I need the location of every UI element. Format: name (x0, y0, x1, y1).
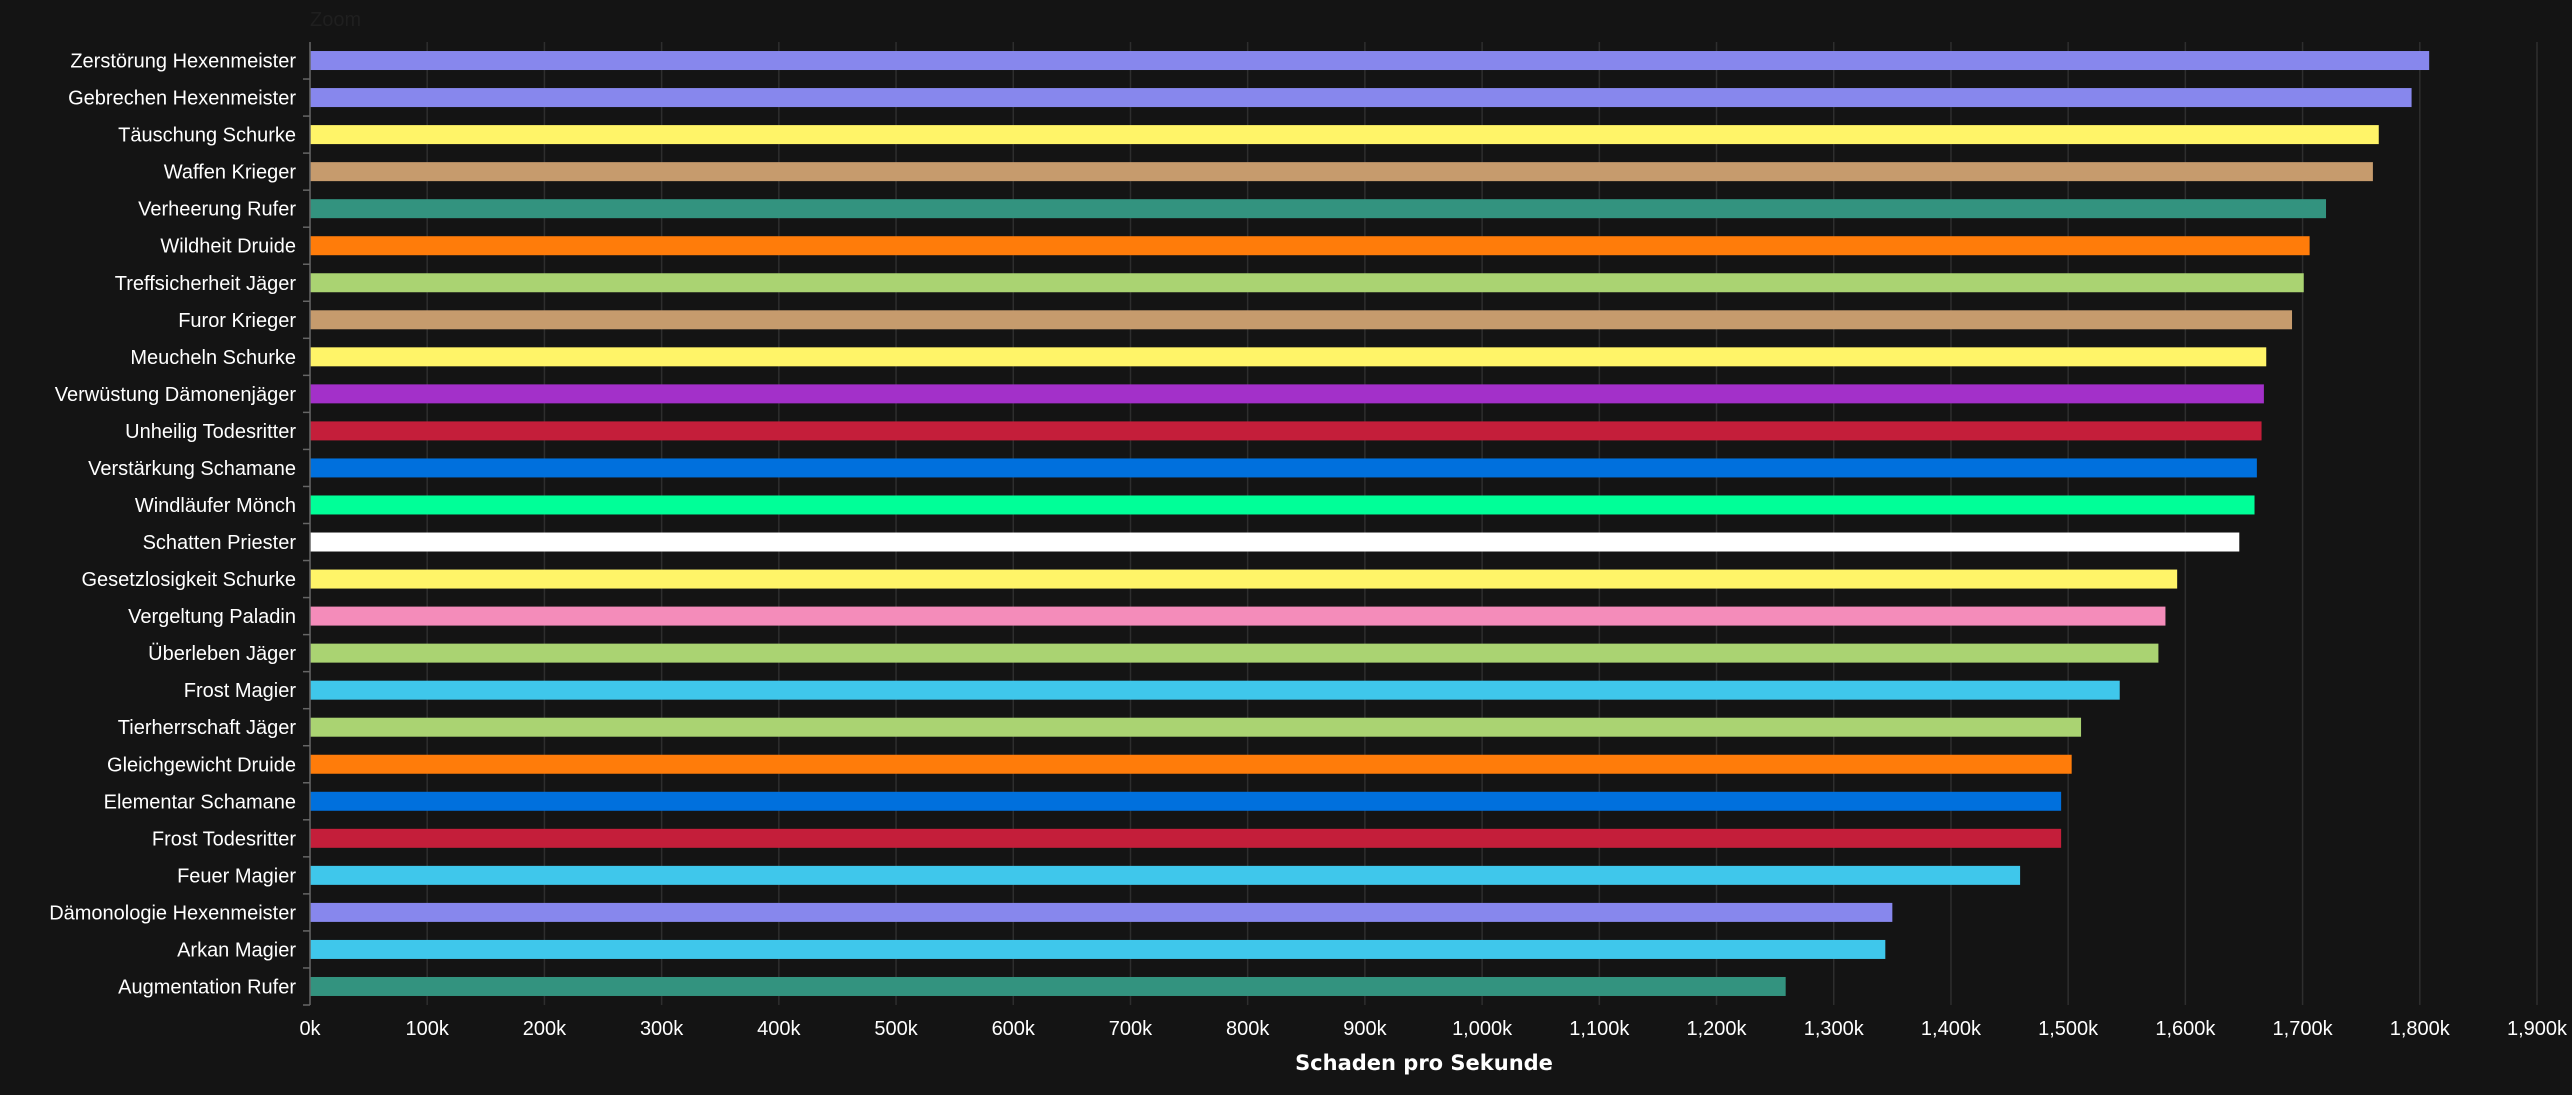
bars (310, 51, 2430, 996)
x-tick-label: 1,100k (1569, 1018, 1630, 1040)
category-label: Waffen Krieger (164, 162, 297, 184)
x-tick-label: 1,200k (1686, 1018, 1747, 1040)
x-tick-label: 900k (1343, 1018, 1387, 1040)
category-label: Furor Krieger (178, 310, 296, 332)
category-label: Vergeltung Paladin (128, 606, 296, 628)
bar[interactable] (310, 199, 2327, 219)
bar[interactable] (310, 902, 1893, 922)
bar[interactable] (310, 643, 2159, 663)
bar[interactable] (310, 162, 2373, 182)
bar[interactable] (310, 384, 2264, 404)
bar[interactable] (310, 569, 2178, 589)
x-tick-label: 800k (1226, 1018, 1270, 1040)
category-label: Unheilig Todesritter (125, 421, 296, 443)
x-tick-label: 300k (640, 1018, 684, 1040)
x-tick-label: 1,600k (2155, 1018, 2216, 1040)
x-tick-label: 700k (1109, 1018, 1153, 1040)
category-label: Verstärkung Schamane (88, 458, 296, 480)
bar[interactable] (310, 88, 2412, 108)
bar[interactable] (310, 606, 2166, 626)
bar[interactable] (310, 828, 2062, 848)
x-tick-label: 0k (299, 1018, 321, 1040)
category-label: Elementar Schamane (104, 791, 296, 813)
x-tick-label: 1,800k (2390, 1018, 2451, 1040)
category-label: Verwüstung Dämonenjäger (55, 384, 297, 406)
category-label: Wildheit Druide (160, 236, 296, 258)
bar[interactable] (310, 458, 2257, 478)
x-tick-label: 1,400k (1921, 1018, 1982, 1040)
x-tick-labels: 0k 100k 200k 300k 400k 500k 600k 700k 800k 900k 1,… (299, 1018, 2568, 1040)
category-label: Tierherrschaft Jäger (118, 717, 297, 739)
category-label: Gebrechen Hexenmeister (68, 88, 296, 110)
x-tick-label: 500k (874, 1018, 918, 1040)
x-tick-label: 1,000k (1452, 1018, 1513, 1040)
bar[interactable] (310, 125, 2379, 145)
x-tick-label: 1,700k (2273, 1018, 2334, 1040)
x-axis-title: Schaden pro Sekunde (1295, 1051, 1553, 1075)
category-label: Dämonologie Hexenmeister (49, 902, 296, 924)
bar[interactable] (310, 421, 2262, 441)
bar[interactable] (310, 754, 2072, 774)
bar[interactable] (310, 865, 2021, 885)
x-tick-label: 1,300k (1804, 1018, 1865, 1040)
bar[interactable] (310, 717, 2082, 737)
category-label: Feuer Magier (177, 865, 296, 887)
x-tick-label: 100k (406, 1018, 450, 1040)
x-tick-label: 1,900k (2507, 1018, 2568, 1040)
category-label: Überleben Jäger (148, 643, 296, 665)
bar[interactable] (310, 236, 2310, 256)
x-tick-label: 1,500k (2038, 1018, 2099, 1040)
category-label: Arkan Magier (177, 939, 296, 961)
bar[interactable] (310, 791, 2062, 811)
category-label: Gleichgewicht Druide (107, 754, 296, 776)
bar[interactable] (310, 310, 2293, 330)
category-label: Frost Todesritter (152, 828, 296, 850)
zoom-label[interactable]: Zoom (310, 9, 361, 31)
x-tick-label: 200k (523, 1018, 567, 1040)
bar[interactable] (310, 532, 2240, 552)
bar[interactable] (310, 273, 2304, 293)
bar[interactable] (310, 51, 2430, 71)
bar[interactable] (310, 680, 2120, 700)
category-label: Meucheln Schurke (130, 347, 296, 369)
bar[interactable] (310, 939, 1886, 959)
category-label: Gesetzlosigkeit Schurke (81, 569, 296, 591)
x-tick-label: 400k (757, 1018, 801, 1040)
bar[interactable] (310, 347, 2267, 367)
category-label: Täuschung Schurke (118, 125, 296, 147)
bar[interactable] (310, 976, 1786, 996)
bar[interactable] (310, 495, 2255, 515)
category-label: Augmentation Rufer (118, 976, 296, 998)
category-label: Zerstörung Hexenmeister (70, 51, 296, 73)
category-label: Frost Magier (184, 680, 297, 702)
category-label: Schatten Priester (143, 532, 297, 554)
x-tick-label: 600k (992, 1018, 1036, 1040)
category-labels: Zerstörung Hexenmeister Gebrechen Hexenme… (49, 51, 296, 999)
category-label: Verheerung Rufer (138, 199, 296, 221)
category-label: Treffsicherheit Jäger (115, 273, 297, 295)
category-label: Windläufer Mönch (135, 495, 296, 517)
